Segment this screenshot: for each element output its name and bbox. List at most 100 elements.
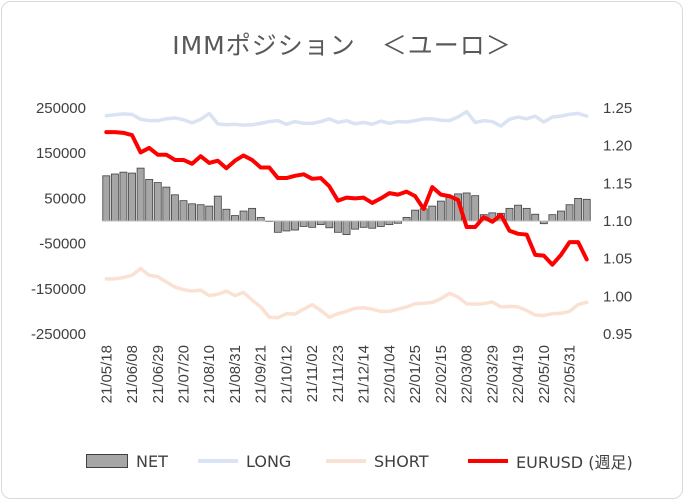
net-bar — [548, 214, 557, 222]
x-tick-label: 22/05/31 — [562, 345, 579, 403]
net-bar — [231, 215, 239, 222]
short-line — [104, 266, 589, 320]
x-axis-ticks: 21/05/18 21/06/08 21/06/29 21/07/20 21/08/10… — [98, 345, 578, 403]
right-tick-label: 1.05 — [603, 251, 632, 268]
net-bar — [102, 175, 111, 222]
x-tick-label: 21/06/29 — [150, 345, 167, 403]
series-lines — [104, 109, 589, 320]
net-bar — [179, 200, 188, 222]
legend-label-net: NET — [136, 451, 168, 471]
net-bar — [445, 197, 454, 222]
net-bar — [170, 194, 179, 222]
right-tick-label: 1.15 — [603, 175, 632, 192]
net-bar — [505, 207, 514, 222]
legend-label-short: SHORT — [374, 451, 429, 471]
x-tick-label: 21/08/10 — [201, 345, 218, 403]
left-tick-label: -250000 — [31, 326, 86, 343]
x-tick-label: 21/08/31 — [227, 345, 244, 403]
net-bar — [376, 220, 385, 227]
net-bar — [291, 220, 299, 231]
net-bar — [196, 204, 205, 222]
chart-title: IMMポジション ＜ユーロ＞ — [172, 31, 512, 60]
net-bar — [565, 204, 574, 222]
legend-item-short: SHORT — [326, 447, 429, 475]
x-tick-label: 22/03/29 — [484, 345, 501, 403]
x-tick-label: 21/05/18 — [98, 345, 115, 403]
x-tick-label: 22/01/04 — [381, 345, 398, 403]
net-bar — [574, 197, 583, 222]
net-bar — [325, 220, 334, 229]
legend-item-long: LONG — [198, 447, 291, 475]
long-line — [104, 109, 589, 128]
net-bar — [213, 195, 222, 222]
net-bar — [428, 205, 437, 222]
left-tick-label: 250000 — [36, 100, 86, 117]
net-bar — [153, 182, 162, 222]
x-tick-label: 21/11/23 — [330, 345, 347, 402]
net-bar — [248, 207, 257, 222]
net-bar — [188, 203, 196, 222]
legend-label-long: LONG — [246, 451, 292, 471]
x-tick-label: 21/11/02 — [304, 345, 321, 402]
right-axis-ticks: 1.25 1.20 1.15 1.10 1.05 1.00 0.95 — [603, 100, 632, 343]
net-bar — [368, 220, 377, 229]
right-tick-label: 0.95 — [603, 326, 632, 343]
net-bars — [102, 167, 591, 235]
net-bar — [299, 220, 308, 227]
net-bar — [128, 172, 136, 222]
net-bar — [282, 220, 291, 232]
net-bar — [557, 210, 565, 222]
legend-swatch-net — [86, 454, 128, 468]
net-bar — [110, 173, 119, 222]
net-bar — [351, 220, 359, 230]
net-bar — [316, 220, 325, 226]
legend-swatch-long — [198, 459, 238, 463]
net-bar — [514, 204, 522, 222]
net-bar — [342, 220, 351, 235]
x-tick-label: 21/09/21 — [253, 345, 270, 403]
x-tick-label: 22/04/19 — [510, 345, 527, 403]
net-bar — [145, 179, 154, 222]
net-bar — [222, 208, 231, 222]
x-tick-label: 22/03/08 — [459, 345, 476, 403]
legend-label-eurusd: EURUSD (週足) — [516, 453, 633, 472]
left-tick-label: 150000 — [36, 145, 86, 162]
net-bar — [256, 216, 265, 222]
left-tick-label: -150000 — [31, 281, 86, 298]
net-bar — [471, 195, 480, 222]
x-tick-label: 22/01/25 — [407, 345, 424, 403]
net-bar — [385, 220, 394, 226]
x-tick-label: 22/02/15 — [433, 345, 450, 403]
x-tick-label: 21/12/14 — [356, 345, 373, 403]
x-tick-label: 21/06/08 — [124, 345, 141, 403]
x-tick-label: 22/05/10 — [536, 345, 553, 403]
x-tick-label: 21/07/20 — [176, 345, 193, 403]
right-tick-label: 1.00 — [603, 288, 632, 305]
net-bar — [273, 220, 282, 233]
net-bar — [162, 186, 171, 222]
right-tick-label: 1.20 — [603, 138, 632, 155]
right-tick-label: 1.25 — [603, 100, 632, 117]
legend-item-eurusd: EURUSD (週足) — [468, 447, 633, 475]
net-bar — [333, 220, 342, 233]
net-bar — [522, 207, 531, 222]
left-tick-label: 50000 — [44, 190, 86, 207]
net-bar — [308, 220, 317, 228]
net-bar — [119, 171, 128, 222]
net-bar — [136, 167, 145, 222]
net-bar — [582, 198, 591, 222]
net-bar — [531, 213, 540, 222]
net-bar — [239, 210, 248, 222]
net-bar — [436, 200, 445, 222]
net-bar — [411, 209, 420, 222]
net-bar — [359, 220, 368, 228]
legend-item-net: NET — [86, 447, 168, 475]
x-tick-label: 21/10/12 — [278, 345, 295, 403]
left-axis-ticks: 250000 150000 50000 -50000 -150000 -250000 — [31, 100, 86, 343]
net-bar — [402, 216, 411, 222]
net-bar — [205, 205, 214, 222]
chart-legend: NET LONG SHORT EURUSD (週足) — [0, 447, 684, 475]
eurusd-line — [104, 130, 589, 267]
